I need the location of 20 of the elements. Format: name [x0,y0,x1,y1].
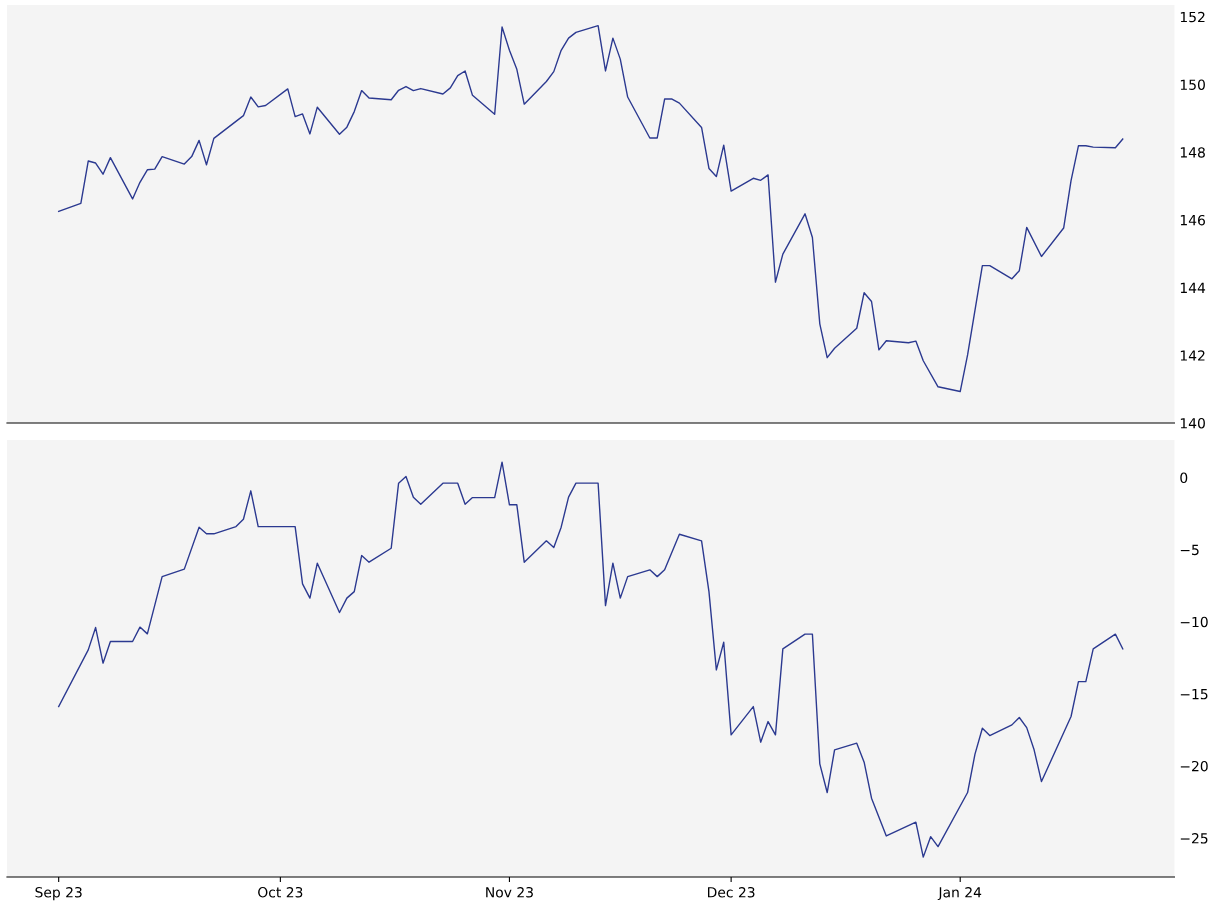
line-series [57,461,1124,858]
x-tick-label: Dec 23 [708,887,755,898]
y-tick-label: 140 [1180,417,1205,429]
y-tick-label: 146 [1180,214,1205,226]
y-tick-label: −25 [1180,833,1208,844]
y-tick-label: −15 [1180,689,1208,700]
y-tick-label: 152 [1180,11,1205,23]
x-tick-label: Jan 24 [937,887,982,901]
x-tick-label: Oct 23 [258,887,303,898]
y-tick-label: 150 [1180,79,1205,90]
y-tick-label: 142 [1180,350,1205,361]
y-tick-label: −10 [1180,616,1208,628]
y-tick-label: 144 [1180,282,1206,293]
y-tick-label: 0 [1180,472,1188,484]
y-tick-label: −20 [1180,760,1208,772]
x-tick-label: Sep 23 [35,887,82,901]
y-tick-label: −5 [1180,544,1199,556]
y-tick-label: 148 [1180,147,1205,158]
line-series [57,24,1124,393]
x-tick-label: Nov 23 [486,887,533,898]
